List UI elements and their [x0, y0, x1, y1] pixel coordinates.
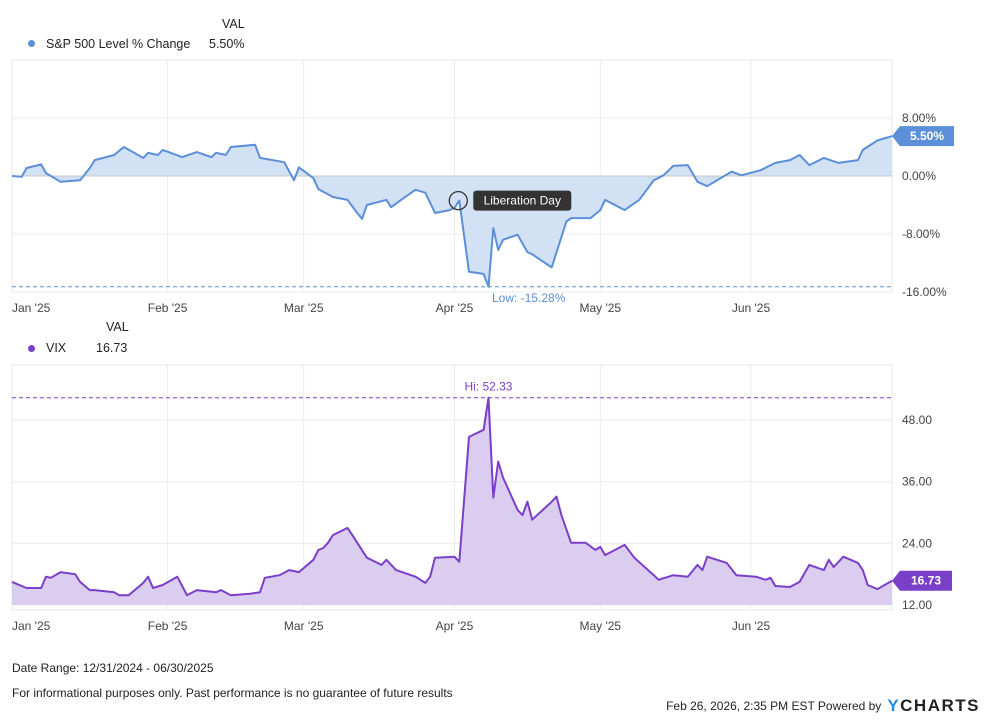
- plot-frame: [11, 364, 893, 611]
- disclaimer: For informational purposes only. Past pe…: [12, 686, 453, 700]
- y-tick-label: 48.00: [902, 413, 932, 427]
- chart-panel-1: Jan '25 Feb '25 Mar '25 Apr '25 May '25 Jun '…: [11, 364, 952, 633]
- x-tick-label: May '25: [579, 619, 621, 633]
- x-tick-label: Jun '25: [732, 619, 771, 633]
- x-tick-label: Apr '25: [436, 619, 474, 633]
- legend-dot-vix: [28, 345, 35, 352]
- legend-series-sp500: S&P 500 Level % Change: [46, 37, 191, 51]
- legend-value-sp500: 5.50%: [209, 37, 245, 51]
- x-tick-label: Mar '25: [284, 619, 324, 633]
- x-tick-label: Jan '25: [12, 619, 51, 633]
- x-tick-label: Feb '25: [148, 619, 188, 633]
- footer-attribution: Feb 26, 2026, 2:35 PM EST Powered by YCH…: [666, 696, 980, 716]
- series-line: [11, 396, 893, 597]
- y-tick-label: 12.00: [902, 598, 932, 612]
- series-line: [11, 135, 893, 288]
- y-tick-label: 24.00: [902, 536, 932, 550]
- legend-series-vix: VIX: [46, 341, 67, 355]
- date-range: Date Range: 12/31/2024 - 06/30/2025: [12, 661, 214, 675]
- high-label: Hi: 52.33: [464, 380, 512, 394]
- annotation-label: Liberation Day: [484, 194, 561, 208]
- legend-header-vix: VAL: [106, 320, 129, 334]
- legend-value-vix: 16.73: [96, 341, 128, 355]
- low-label: Low: -15.28%: [492, 291, 566, 305]
- y-tick-label: 8.00%: [902, 111, 936, 125]
- series-area: [12, 136, 892, 287]
- x-tick-label: Mar '25: [284, 301, 324, 315]
- y-tick-label: -16.00%: [902, 285, 947, 299]
- legend-dot-sp500: [28, 40, 35, 47]
- annotation-circle: [448, 190, 468, 211]
- ycharts-logo[interactable]: YCHARTS: [887, 696, 980, 715]
- x-tick-label: Jun '25: [732, 301, 771, 315]
- y-tick-label: 0.00%: [902, 169, 936, 183]
- series-area: [12, 397, 892, 605]
- last-value-badge: [892, 570, 952, 591]
- last-value-badge: [892, 126, 954, 147]
- last-value-label: 16.73: [911, 574, 941, 588]
- y-tick-label: -8.00%: [902, 227, 940, 241]
- x-tick-label: May '25: [579, 301, 621, 315]
- legend-header-sp500: VAL: [222, 17, 245, 31]
- annotation-box: [473, 190, 572, 211]
- timestamp: Feb 26, 2026, 2:35 PM EST Powered by: [666, 699, 882, 713]
- x-tick-label: Feb '25: [148, 301, 188, 315]
- x-tick-label: Apr '25: [436, 301, 474, 315]
- x-tick-label: Jan '25: [12, 301, 51, 315]
- chart-panel-0: Jan '25 Feb '25 Mar '25 Apr '25 May '25 Jun '…: [11, 59, 954, 315]
- last-value-label: 5.50%: [910, 129, 944, 143]
- y-tick-label: 36.00: [902, 475, 932, 489]
